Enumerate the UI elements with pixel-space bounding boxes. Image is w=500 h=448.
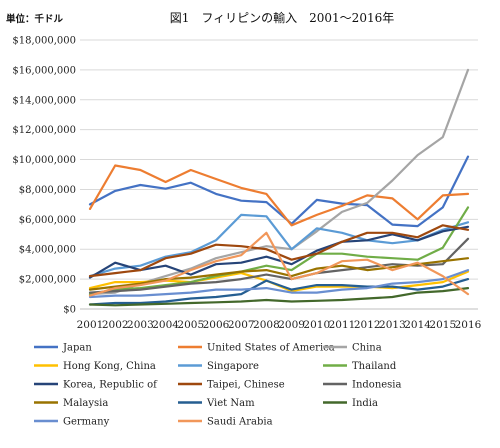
legend-item: Japan [34, 343, 92, 354]
x-tick-label: 2001 [77, 319, 104, 331]
legend-label: Singapore [207, 361, 259, 372]
x-axis: 2001200220032004200520062007200820092010… [77, 319, 482, 331]
unit-label: 単位：千ドル [6, 13, 64, 25]
x-tick-label: 2006 [203, 319, 230, 331]
series-line-5 [88, 206, 470, 296]
x-tick-label: 2004 [152, 319, 179, 331]
legend-item: India [323, 398, 378, 409]
legend-label: Viet Nam [206, 398, 255, 409]
legend-label: Hong Kong, China [63, 361, 156, 372]
legend-label: China [352, 343, 382, 354]
y-tick-label: $10,000,000 [12, 155, 76, 166]
x-tick-label: 2015 [429, 319, 456, 331]
y-tick-label: $18,000,000 [12, 36, 76, 47]
x-tick-label: 2016 [455, 319, 482, 331]
legend-item: Hong Kong, China [34, 361, 156, 372]
series-line-13 [88, 231, 470, 297]
legend-label: United States of America [207, 343, 335, 354]
x-tick-label: 2012 [354, 319, 381, 331]
x-tick-label: 2009 [278, 319, 305, 331]
x-tick-label: 2008 [253, 319, 280, 331]
legend-label: Taipei, Chinese [207, 380, 285, 391]
y-axis: $0 $2,000,000 $4,000,000 $6,000,000 $8,000,0… [12, 36, 76, 316]
x-tick-label: 2011 [329, 319, 356, 331]
x-tick-label: 2013 [379, 319, 406, 331]
x-tick-label: 2002 [102, 319, 129, 331]
legend-label: Thailand [352, 361, 397, 372]
x-tick-label: 2003 [127, 319, 154, 331]
x-tick-label: 2007 [228, 319, 255, 331]
legend-item: Thailand [323, 361, 397, 372]
series-line-2 [88, 68, 470, 296]
legend-item: Viet Nam [178, 398, 255, 409]
x-tick-label: 2014 [404, 319, 431, 331]
y-tick-label: $12,000,000 [12, 125, 76, 136]
legend-item: United States of America [178, 343, 335, 354]
gridlines [80, 39, 478, 310]
legend-item: Saudi Arabia [178, 417, 273, 428]
y-tick-label: $4,000,000 [19, 245, 76, 256]
legend-label: Germany [63, 417, 110, 428]
series-lines [88, 68, 470, 307]
legend: Japan United States of America China Hong K… [34, 343, 402, 428]
y-tick-label: $2,000,000 [19, 275, 76, 286]
y-tick-label: $6,000,000 [19, 215, 76, 226]
legend-item: China [323, 343, 382, 354]
series-line-0 [88, 155, 470, 228]
x-tick-label: 2010 [303, 319, 330, 331]
legend-item: Germany [34, 417, 110, 428]
chart-title: 図1 フィリピンの輸入 2001～2016年 [170, 10, 394, 25]
legend-item: Taipei, Chinese [178, 380, 285, 391]
legend-label: Indonesia [352, 380, 402, 391]
legend-label: India [352, 398, 378, 409]
series-line-6 [88, 225, 470, 279]
series-line-12 [88, 269, 470, 299]
series-line-4 [88, 213, 470, 278]
legend-item: Singapore [178, 361, 259, 372]
legend-label: Japan [62, 343, 92, 354]
series-line-11 [88, 287, 470, 307]
y-tick-label: $0 [63, 305, 76, 316]
y-tick-label: $16,000,000 [12, 65, 76, 76]
legend-label: Malaysia [63, 398, 108, 409]
legend-label: Korea, Republic of [63, 380, 158, 391]
legend-label: Saudi Arabia [207, 417, 273, 428]
legend-item: Korea, Republic of [34, 380, 158, 391]
y-tick-label: $8,000,000 [19, 185, 76, 196]
x-tick-label: 2005 [177, 319, 204, 331]
legend-item: Malaysia [34, 398, 108, 409]
y-tick-label: $14,000,000 [12, 95, 76, 106]
series-line-10 [88, 278, 470, 306]
legend-item: Indonesia [323, 380, 402, 391]
series-line-1 [88, 164, 470, 227]
